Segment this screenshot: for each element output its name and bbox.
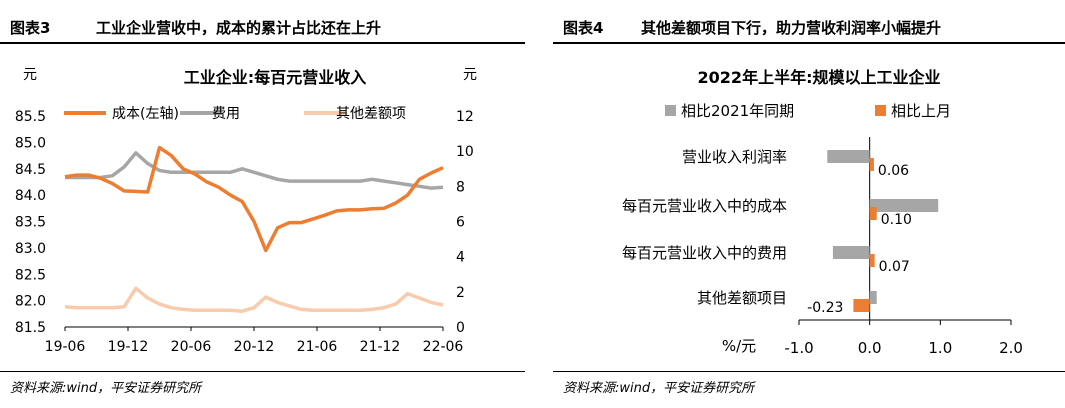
bar-mom: [853, 299, 870, 312]
y-right-tick-label: 2: [456, 285, 465, 301]
line-chart: 工业企业:每百元营业收入 元 元 成本(左轴) 费用 其他差额项 85.585.08…: [15, 67, 477, 355]
figure-4-header: 图表4 其他差额项目下行，助力营收利润率小幅提升: [553, 8, 1065, 44]
data-label: 0.06: [878, 163, 909, 179]
figure-3-label: 图表3: [10, 19, 51, 37]
bar-yoy: [869, 291, 877, 304]
category-label: 每百元营业收入中的成本: [622, 197, 787, 215]
y-right-tick-label: 8: [456, 179, 465, 195]
legend: 相比2021年同期 相比上月: [665, 102, 951, 120]
y-right-tick-label: 10: [456, 144, 474, 160]
x-axis-label: %/元: [722, 337, 756, 355]
y-right-tick-label: 6: [456, 215, 465, 231]
axes: -1.0 0.0 1.0 2.0: [784, 137, 1023, 357]
x-tick-label: 22-06: [423, 339, 464, 355]
y-left-tick-label: 83.0: [15, 241, 46, 257]
y-right-tick-label: 0: [456, 320, 465, 336]
series-line-2: [64, 286, 444, 313]
figure-3-panel: 图表3 工业企业营收中，成本的累计占比还在上升 工业企业:每百元营业收入 元 元…: [0, 0, 525, 408]
y-left-tick-label: 84.5: [15, 162, 46, 178]
x-tick-label: 2.0: [999, 339, 1023, 357]
data-label: 0.07: [879, 259, 910, 275]
figure-4-bottom-rule: [553, 371, 1065, 372]
chart-title: 工业企业:每百元营业收入: [184, 68, 366, 87]
figure-4-source: 资料来源:wind，平安证券研究所: [563, 381, 755, 396]
y-right-unit: 元: [463, 67, 477, 83]
x-tick-label: 20-06: [171, 339, 212, 355]
series-lines: [64, 145, 444, 313]
x-tick-label: 0.0: [858, 339, 882, 357]
legend-label: 相比上月: [891, 102, 951, 120]
bar-mom: [869, 254, 875, 267]
category-label: 其他差额项目: [697, 289, 787, 307]
category-label: 每百元营业收入中的费用: [622, 244, 787, 262]
figure-4-title: 其他差额项目下行，助力营收利润率小幅提升: [641, 19, 942, 37]
figure-4-label: 图表4: [563, 19, 604, 37]
bar-chart: 2022年上半年:规模以上工业企业 相比2021年同期 相比上月 -1.0 0.0 1…: [622, 68, 1023, 357]
y-left-tick-label: 82.5: [15, 267, 46, 283]
figure-3-bottom-rule: [0, 371, 525, 372]
figure-3-header: 图表3 工业企业营收中，成本的累计占比还在上升: [0, 8, 525, 44]
legend-label: 相比2021年同期: [681, 102, 794, 120]
figure-3-source: 资料来源:wind，平安证券研究所: [10, 381, 202, 396]
legend-label: 其他差额项: [336, 106, 406, 122]
series-line-1: [65, 151, 444, 190]
bar-yoy: [827, 150, 870, 163]
y-left-tick-label: 82.0: [15, 294, 46, 310]
y-left-tick-label: 85.0: [15, 135, 46, 151]
x-tick-label: -1.0: [784, 339, 813, 357]
category-label: 营业收入利润率: [682, 148, 787, 166]
legend: 成本(左轴) 费用 其他差额项: [64, 106, 406, 122]
chart-title: 2022年上半年:规模以上工业企业: [698, 68, 941, 87]
figure-3-title: 工业企业营收中，成本的累计占比还在上升: [96, 19, 382, 37]
bar-yoy: [869, 199, 939, 212]
bar-mom: [869, 207, 877, 220]
axes: 85.5 85.0 84.5 84.0 83.5 83.0 82.5 82.0 81.5 12 10…: [15, 109, 474, 355]
data-label: -0.23: [807, 300, 843, 316]
y-left-tick-label: 83.5: [15, 215, 46, 231]
data-label: 0.10: [881, 212, 912, 228]
bar-yoy: [832, 246, 870, 259]
y-left-tick-label: 81.5: [15, 320, 46, 336]
legend-swatch: [875, 105, 886, 116]
y-left-tick-label: 85.5: [15, 109, 46, 125]
y-left-tick-label: 84.0: [15, 188, 46, 204]
series-line-0: [64, 145, 444, 253]
x-tick-label: 21-12: [360, 339, 401, 355]
y-right-tick-label: 12: [456, 109, 474, 125]
bar-mom: [869, 158, 874, 171]
x-tick-label: 19-06: [45, 339, 86, 355]
x-tick-label: 1.0: [928, 339, 952, 357]
legend-label: 成本(左轴): [112, 106, 179, 122]
x-tick-label: 19-12: [108, 339, 149, 355]
legend-label: 费用: [212, 106, 240, 122]
bars: 营业收入利润率 0.06 每百元营业收入中的成本 0.10 每百元营业收入中的费用 0.0…: [622, 148, 939, 316]
x-tick-label: 20-12: [234, 339, 275, 355]
x-tick-label: 21-06: [297, 339, 338, 355]
legend-swatch: [665, 105, 676, 116]
y-left-unit: 元: [23, 67, 37, 83]
y-right-tick-label: 4: [456, 250, 465, 266]
figure-4-panel: 图表4 其他差额项目下行，助力营收利润率小幅提升 2022年上半年:规模以上工业…: [553, 0, 1065, 408]
